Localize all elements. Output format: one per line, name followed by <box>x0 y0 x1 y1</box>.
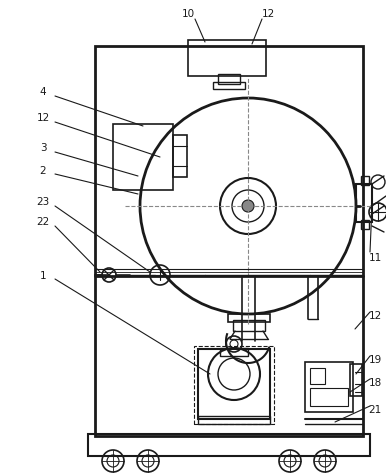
Bar <box>305 362 353 412</box>
Bar <box>188 40 266 76</box>
Circle shape <box>242 200 254 212</box>
Bar <box>194 346 274 424</box>
Bar <box>310 368 325 384</box>
Text: 12: 12 <box>368 311 382 321</box>
Bar <box>361 176 369 185</box>
Text: 21: 21 <box>368 405 382 415</box>
Text: 1: 1 <box>40 271 46 281</box>
Bar <box>198 349 270 419</box>
Bar <box>95 46 363 436</box>
Text: 18: 18 <box>368 378 382 388</box>
Bar <box>218 74 240 84</box>
Text: 19: 19 <box>368 355 382 365</box>
Text: 11: 11 <box>368 253 382 263</box>
Text: 10: 10 <box>181 9 195 19</box>
Bar <box>361 220 369 229</box>
Text: 22: 22 <box>36 217 50 227</box>
Bar <box>198 416 270 424</box>
Bar <box>213 82 245 89</box>
Bar <box>350 364 362 396</box>
Text: 23: 23 <box>36 197 50 207</box>
Bar <box>220 348 248 356</box>
Bar <box>88 434 370 456</box>
Bar <box>173 135 187 177</box>
Text: 12: 12 <box>36 113 50 123</box>
Bar <box>228 314 270 322</box>
Bar <box>233 320 265 331</box>
Text: 12: 12 <box>261 9 274 19</box>
Bar <box>113 124 173 190</box>
Bar <box>356 184 372 222</box>
Text: 3: 3 <box>40 143 46 153</box>
Bar <box>310 388 348 406</box>
Text: 2: 2 <box>40 166 46 176</box>
Text: 4: 4 <box>40 87 46 97</box>
